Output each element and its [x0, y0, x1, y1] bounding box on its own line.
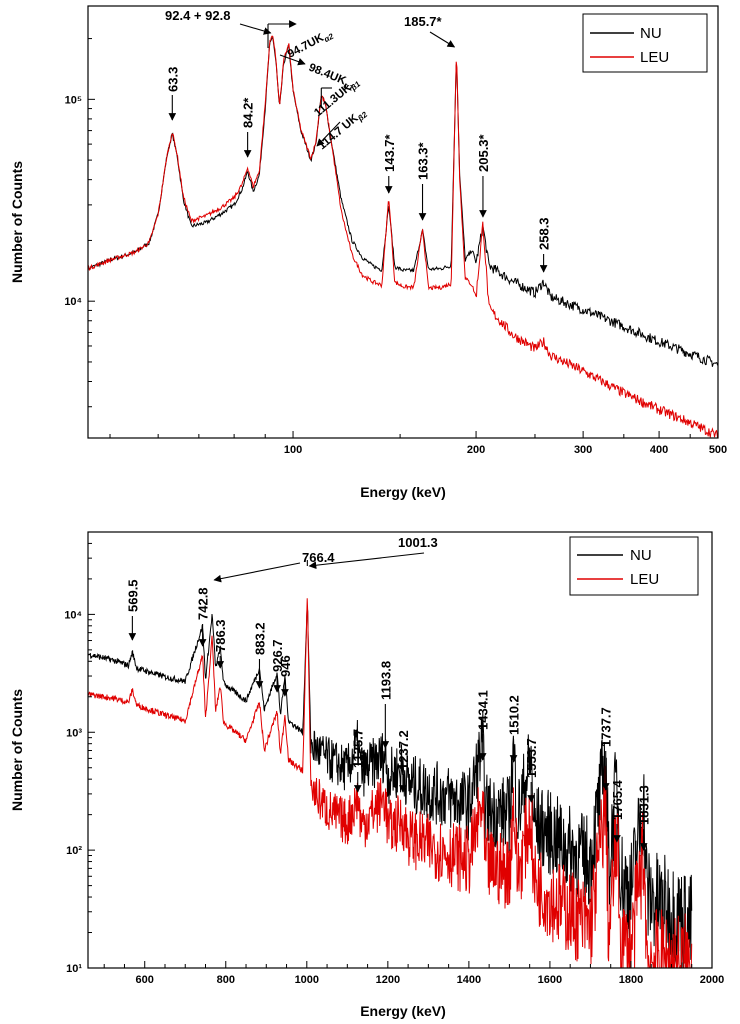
peak-label: 92.4 + 92.8	[165, 8, 230, 23]
y-axis-label-bottom: Number of Counts	[9, 689, 25, 811]
x-tick-label-bottom: 1600	[538, 974, 562, 986]
peak-label: 163.3*	[416, 141, 431, 180]
peak-label: 569.5	[125, 579, 140, 612]
peak-label: 1510.2	[507, 695, 522, 735]
legend-bottom: NU LEU	[569, 536, 699, 596]
y-tick-label-bottom: 10²	[66, 845, 82, 857]
annotation-arrow	[308, 552, 425, 570]
peak-label: 786.3	[213, 619, 228, 652]
peak-label: 84.2*	[241, 97, 256, 128]
annotation-arrow	[239, 23, 272, 35]
annotation-arrow	[429, 31, 456, 48]
peak-label: 766.4	[302, 550, 335, 565]
peak-label: 1193.8	[378, 661, 393, 700]
annotation-arrow	[213, 562, 301, 583]
peak-label: 1237.2	[396, 730, 411, 770]
peak-label: 946	[278, 655, 293, 677]
legend-frame-bottom	[569, 536, 699, 596]
plot-frame-top	[87, 5, 719, 439]
series-line-leu-bottom	[88, 598, 693, 968]
x-tick-label-top: 200	[467, 444, 485, 456]
series-line-nu-bottom	[88, 605, 693, 968]
peak-label: 742.8	[196, 587, 211, 620]
y-tick-label-bottom: 10³	[66, 727, 82, 739]
y-tick-label-top: 10⁵	[65, 94, 82, 106]
x-tick-label-bottom: 1800	[619, 974, 643, 986]
series-line-leu	[88, 35, 718, 438]
peak-label: 1001.3	[398, 535, 438, 550]
peak-label: 926.7	[270, 639, 285, 672]
legend-frame-top	[582, 13, 708, 73]
x-tick-label-bottom: 1400	[457, 974, 481, 986]
x-tick-label-bottom: 1000	[295, 974, 319, 986]
peak-label: 63.3	[165, 67, 180, 92]
peak-label: 1434.1	[476, 690, 491, 730]
chart-top: 100 200 300 400 500 10⁴ 10⁵ 63.3 84.2* 92.4 + 92…	[9, 5, 727, 500]
x-tick-label-top: 400	[650, 444, 668, 456]
y-tick-label-top: 10⁴	[64, 296, 82, 308]
peak-label: 185.7*	[404, 14, 443, 29]
x-tick-label-top: 300	[574, 444, 592, 456]
annotation-arrow	[316, 121, 341, 147]
x-tick-label-top: 100	[284, 444, 302, 456]
peak-label: 1737.7	[599, 707, 614, 747]
peak-label: 258.3	[537, 217, 552, 250]
y-tick-label-bottom: 10¹	[66, 963, 82, 975]
legend-top: NU LEU	[582, 13, 708, 73]
peak-label: 1831.3	[637, 785, 652, 825]
x-axis-label-top: Energy (keV)	[360, 484, 446, 500]
y-axis-label-top: Number of Counts	[9, 161, 25, 283]
series-line-nu	[88, 36, 718, 367]
peak-label: 1765.4	[610, 779, 625, 820]
peak-label: 883.2	[252, 622, 267, 655]
plot-frame-bottom	[87, 531, 713, 969]
x-tick-label-bottom: 600	[136, 974, 154, 986]
annotation-arrow	[279, 54, 306, 66]
x-axis-label-bottom: Energy (keV)	[360, 1003, 446, 1019]
peak-label: 1553.7	[524, 738, 539, 778]
peak-label: 205.3*	[476, 133, 491, 172]
x-tick-label-bottom: 800	[217, 974, 235, 986]
x-tick-label-top: 500	[709, 444, 727, 456]
legend-label-nu: NU	[640, 25, 662, 42]
legend-label-leu-bottom: LEU	[630, 571, 659, 588]
x-tick-label-bottom: 2000	[700, 974, 724, 986]
legend-label-leu: LEU	[640, 49, 669, 66]
x-tick-label-bottom: 1200	[376, 974, 400, 986]
chart-bottom: 600 800 1000 1200 1400 1600 1800 2000 10¹ 10² 10³ 1…	[9, 531, 724, 1019]
y-tick-label-bottom: 10⁴	[64, 609, 82, 621]
peak-label: 94.7UKα2	[286, 27, 336, 62]
legend-label-nu-bottom: NU	[630, 547, 652, 564]
peak-label: 143.7*	[382, 133, 397, 172]
peak-label: 1125.7	[351, 729, 366, 768]
